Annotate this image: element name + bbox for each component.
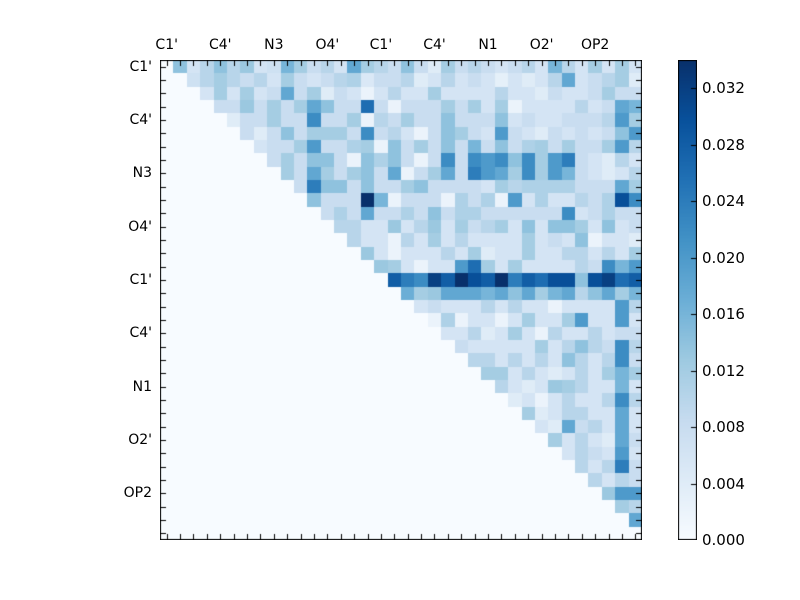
- y-tick-label: C4': [129, 325, 152, 342]
- x-tick-label: N1: [478, 37, 498, 53]
- colorbar-tick-label: 0.020: [702, 248, 745, 267]
- y-tick-label: O2': [128, 432, 152, 448]
- y-tick-label: N3: [132, 165, 152, 182]
- colorbar-tick-label: 0.004: [702, 474, 745, 493]
- x-tick-label: C4': [423, 37, 446, 53]
- x-tick-label: O2': [529, 37, 554, 53]
- colorbar-tick-label: 0.016: [702, 305, 745, 324]
- colorbar: [678, 60, 697, 540]
- y-tick-label: C4': [129, 112, 152, 128]
- colorbar-tick-label: 0.028: [702, 135, 745, 154]
- y-tick-label: OP2: [123, 485, 152, 502]
- y-tick-label: O4': [128, 218, 152, 235]
- heatmap-matrix: [160, 60, 642, 540]
- x-tick-label: O4': [315, 37, 340, 53]
- colorbar-tick-label: 0.012: [702, 361, 745, 380]
- colorbar-tick-label: 0.008: [702, 418, 745, 437]
- x-tick-label: N3: [264, 37, 284, 53]
- y-tick-label: C1': [129, 58, 152, 75]
- colorbar-tick-label: 0.000: [702, 531, 745, 549]
- x-tick-label: C1': [155, 37, 178, 53]
- colorbar-tick-label: 0.032: [702, 79, 745, 98]
- y-tick-label: C1': [129, 272, 152, 288]
- x-tick-label: C4': [208, 37, 232, 53]
- y-tick-label: N1: [132, 378, 152, 395]
- colorbar-tick-label: 0.024: [702, 192, 745, 211]
- y-axis-tick-labels: C1' C4' N3 O4' C1' C4' N1 O2' OP2: [0, 0, 152, 600]
- x-tick-label: C1': [369, 37, 393, 53]
- x-tick-label: OP2: [580, 37, 610, 53]
